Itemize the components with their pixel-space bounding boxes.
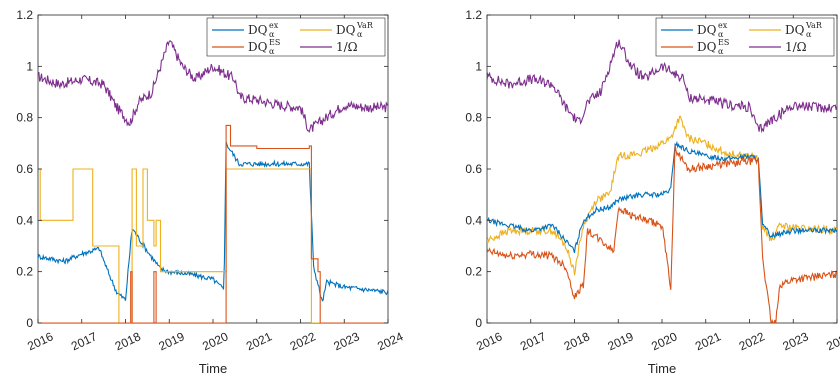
chart-2: 0 0.2 0.4 0.6 0.8 1 1.2 2016 2017 2018 2019 2020 202… (465, 8, 840, 376)
legend-entry-ex: DQ exα (661, 21, 728, 39)
x-tick-label: 2024 (824, 329, 840, 353)
legend-entry-inv: 1/Ω (749, 40, 807, 54)
series-line-es (38, 124, 388, 323)
x-tick-label: 2020 (649, 329, 679, 353)
y-tick-label: 0 (26, 316, 33, 330)
y-tick-label: 1.2 (465, 8, 482, 22)
legend-box (655, 17, 835, 57)
x-tick-label: 2019 (157, 329, 187, 353)
series-line-inv (38, 40, 388, 133)
y-tick-label: 0.8 (16, 111, 33, 125)
legend-label: 1/Ω (785, 40, 807, 54)
x-tick-label: 2021 (244, 329, 274, 353)
legend-label-superscript: ex (269, 21, 279, 30)
legend-label: 1/Ω (336, 40, 358, 54)
legend-label-subscript: α (357, 30, 363, 39)
plot-area (486, 14, 838, 324)
x-axis-label: Time (648, 361, 676, 376)
legend-label: DQ (785, 23, 805, 37)
legend-entry-es: DQ ESα (661, 38, 729, 56)
legend-label: DQ (248, 40, 268, 54)
y-tick-label: 1 (26, 59, 33, 73)
x-tick-label: 2018 (562, 329, 592, 353)
legend-label: DQ (697, 40, 717, 54)
legend-label-subscript: α (806, 30, 812, 39)
x-tick-label: 2016 (25, 329, 55, 353)
y-tick-label: 0.8 (465, 111, 482, 125)
y-tick-label: 0.4 (465, 213, 482, 227)
legend-label-superscript: VaR (356, 21, 374, 30)
x-tick-label: 2022 (288, 329, 318, 353)
x-tick-label: 2017 (518, 329, 548, 353)
y-tick-label: 0.4 (16, 213, 33, 227)
series-line-es (487, 144, 837, 323)
series-line-var (38, 168, 388, 323)
series-group (38, 40, 388, 323)
y-tick-label: 0.6 (16, 162, 33, 176)
legend-label-subscript: α (718, 47, 724, 56)
series-line-ex (38, 141, 388, 302)
chart-1: 0 0.2 0.4 0.6 0.8 1 1.2 2016 2017 2018 2019 2020 202… (16, 8, 405, 376)
series-group (487, 39, 837, 323)
x-tick-label: 2023 (332, 329, 362, 353)
y-tick-label: 0.2 (465, 265, 482, 279)
x-tick-label: 2017 (69, 329, 99, 353)
x-tick-label: 2021 (693, 329, 723, 353)
x-tick-label: 2018 (113, 329, 143, 353)
x-tick-label: 2022 (737, 329, 767, 353)
legend-label-subscript: α (718, 30, 724, 39)
legend-label-superscript: ES (718, 38, 729, 47)
y-tick-label: 1 (475, 59, 482, 73)
legend-label: DQ (336, 23, 356, 37)
x-tick-label: 2016 (474, 329, 504, 353)
y-tick-label: 0 (475, 316, 482, 330)
series-line-var (487, 115, 837, 276)
legend-label-subscript: α (269, 30, 275, 39)
legend-entry-ex: DQ exα (212, 21, 279, 39)
legend-label-superscript: VaR (805, 21, 823, 30)
x-tick-label: 2024 (375, 329, 405, 353)
y-tick-label: 0.2 (16, 265, 33, 279)
x-tick-label: 2023 (781, 329, 811, 353)
legend-box (206, 17, 386, 57)
legend-entry-inv: 1/Ω (300, 40, 358, 54)
legend-label-subscript: α (269, 47, 275, 56)
x-axis-label: Time (199, 361, 227, 376)
y-tick-label: 1.2 (16, 8, 33, 22)
x-tick-label: 2019 (606, 329, 636, 353)
legend-entry-es: DQ ESα (212, 38, 280, 56)
legend-label: DQ (248, 23, 268, 37)
legend-label-superscript: ES (269, 38, 280, 47)
legend-label-superscript: ex (718, 21, 728, 30)
legend-label: DQ (697, 23, 717, 37)
series-line-ex (487, 140, 837, 254)
x-tick-label: 2020 (200, 329, 230, 353)
y-tick-label: 0.6 (465, 162, 482, 176)
series-line-inv (487, 39, 837, 134)
